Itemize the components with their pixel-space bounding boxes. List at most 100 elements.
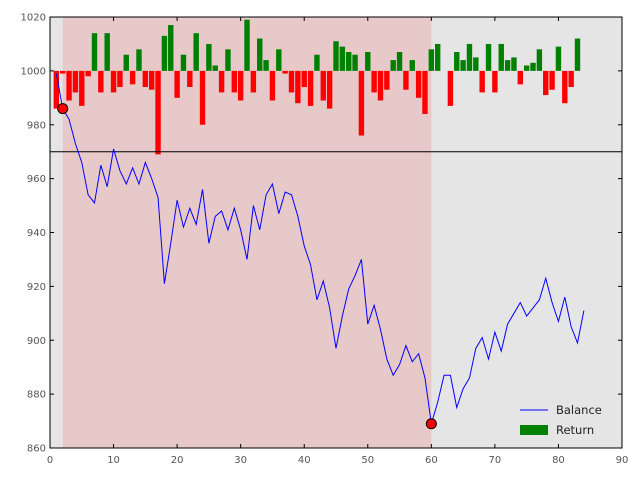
- return-bar: [485, 43, 492, 71]
- y-tick-label: 980: [27, 120, 46, 131]
- return-bar: [574, 38, 581, 71]
- y-tick-label: 880: [27, 390, 46, 401]
- return-bar: [390, 60, 396, 71]
- return-bar: [314, 54, 320, 71]
- return-bar: [193, 33, 199, 71]
- return-bar: [288, 70, 295, 93]
- return-bar: [79, 70, 85, 106]
- return-bar: [142, 70, 149, 88]
- return-bar: [523, 65, 530, 71]
- x-tick-label: 60: [425, 455, 438, 466]
- return-bar: [295, 70, 301, 104]
- return-bar: [428, 49, 435, 71]
- return-bar: [257, 38, 263, 71]
- legend: Balance Return: [520, 403, 602, 437]
- return-bar: [72, 70, 79, 93]
- return-bar: [466, 43, 473, 71]
- return-bar: [365, 52, 371, 71]
- return-bar: [549, 70, 555, 90]
- return-bar: [269, 70, 276, 101]
- return-bar: [562, 70, 568, 104]
- return-bar: [460, 60, 466, 71]
- return-bar: [498, 43, 504, 71]
- return-bar: [110, 70, 117, 93]
- y-tick-label: 1020: [21, 13, 46, 24]
- return-bar: [91, 33, 98, 71]
- return-bar: [187, 70, 193, 88]
- legend-return-label: Return: [556, 423, 594, 437]
- return-bar: [377, 70, 384, 101]
- return-bar: [66, 70, 72, 101]
- y-tick-label: 1000: [21, 66, 46, 77]
- return-bar: [276, 49, 282, 71]
- return-bar: [237, 70, 244, 101]
- return-bar: [409, 60, 415, 71]
- x-tick-label: 40: [298, 455, 311, 466]
- x-tick-label: 20: [171, 455, 184, 466]
- return-bar: [307, 70, 314, 106]
- balance-line: [55, 73, 585, 424]
- return-bar: [123, 54, 129, 71]
- return-bar: [206, 43, 212, 71]
- marker: [425, 418, 437, 430]
- return-bar: [358, 70, 365, 136]
- plot-area: [50, 17, 622, 448]
- return-bar: [129, 70, 136, 85]
- return-bar: [511, 57, 517, 71]
- return-bar: [98, 70, 104, 93]
- return-bar: [250, 70, 257, 93]
- x-tick-label: 70: [489, 455, 502, 466]
- return-bar: [504, 60, 511, 71]
- y-tick-label: 860: [27, 444, 46, 455]
- return-bar: [536, 49, 543, 71]
- return-bar: [161, 35, 168, 71]
- return-bar: [530, 62, 536, 71]
- return-bar: [282, 70, 288, 74]
- return-bar: [422, 70, 428, 114]
- x-tick-label: 0: [47, 455, 53, 466]
- y-tick-label: 920: [27, 282, 46, 293]
- y-tick-label: 900: [27, 336, 46, 347]
- x-tick-label: 10: [107, 455, 120, 466]
- return-bar: [339, 46, 346, 71]
- y-tick-label: 940: [27, 228, 46, 239]
- return-bar: [53, 70, 60, 109]
- shaded-region: [62, 17, 432, 448]
- return-bar: [403, 70, 409, 90]
- axis-layer: 0 10 20 30 40 50 60 70 80 90860880900920940960980…: [21, 13, 629, 467]
- legend-return-swatch: [520, 425, 548, 435]
- return-bar: [384, 70, 390, 90]
- return-bar: [244, 19, 250, 71]
- return-bar: [60, 70, 66, 74]
- return-bar: [473, 57, 479, 71]
- return-bar: [396, 52, 403, 71]
- return-bar: [568, 70, 574, 88]
- return-bar: [517, 70, 524, 85]
- return-bar: [174, 70, 180, 98]
- return-bar: [199, 70, 206, 125]
- x-tick-label: 50: [361, 455, 374, 466]
- x-tick-label: 30: [234, 455, 247, 466]
- marker: [57, 103, 69, 115]
- return-bar: [434, 43, 441, 71]
- return-bar: [168, 25, 174, 71]
- return-bar: [479, 70, 485, 93]
- return-bar: [492, 70, 498, 93]
- return-bar: [136, 49, 142, 71]
- return-bar: [320, 70, 326, 101]
- return-bar: [454, 52, 460, 71]
- return-bar: [263, 60, 269, 71]
- return-bar: [180, 54, 187, 71]
- return-bar: [148, 70, 155, 90]
- legend-balance-label: Balance: [556, 403, 602, 417]
- x-tick-label: 90: [616, 455, 629, 466]
- return-bar: [333, 41, 339, 71]
- return-bar: [218, 70, 225, 93]
- return-bar: [231, 70, 238, 93]
- return-bar: [371, 70, 377, 93]
- return-bar: [326, 70, 333, 109]
- return-bar: [212, 65, 218, 71]
- x-tick-label: 80: [552, 455, 565, 466]
